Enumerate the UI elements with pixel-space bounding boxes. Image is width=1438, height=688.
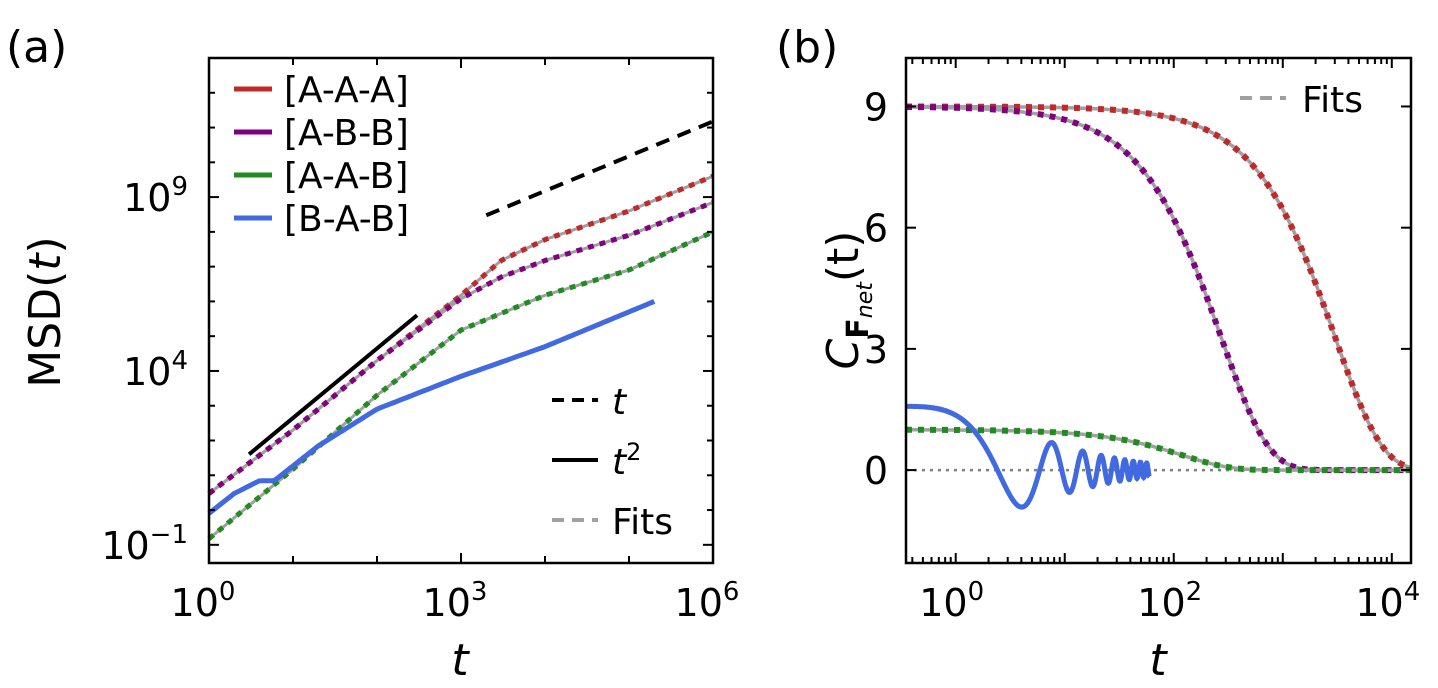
x-axis-label-b: t [1149,635,1168,686]
data-line-b-b-a-b [906,403,1152,510]
x-tick-label-b: 100 [919,577,984,625]
legend2-label-a-2: Fits [612,502,673,543]
legend-b: Fits [1240,80,1363,121]
data-line-a-b-a-b [207,299,656,516]
fit-line-a-a-a-b [208,230,714,540]
data-line-b-a-a-a [906,103,1412,471]
data-line-a-a-a-b [207,229,715,541]
x-tick-label-a: 100 [171,577,236,625]
legend-reference-a: t t2 Fits [552,382,673,543]
x-tick-label-b: 104 [1355,577,1420,625]
legend-a: [A-A-A][A-B-B][A-A-B][B-A-B] [234,70,409,240]
y-tick-label-a: 10−1 [101,520,188,568]
series-b-a-a-b [906,426,1411,474]
axes-frame-b [904,56,1413,565]
y-tick-label-b: 9 [864,85,888,129]
legend2-label-a-1: t2 [612,438,641,483]
y-tick-label-b: 3 [864,328,888,372]
panel-label-a: (a) [6,22,67,73]
chart-panel-a: 100 103 106 10−1 104 109 t MSD(t) [A-A-A][A-B… [20,56,740,686]
chart-panel-b: 100 102 104 0 3 6 9 t CFnet(t) Fits [818,56,1420,686]
y-axis-label-a: MSD(t) [20,236,71,387]
y-tick-label-a: 104 [123,346,188,394]
legend-label-a-b-a-b: [B-A-B] [284,199,409,240]
legend2-label-a-0: t [612,382,628,423]
ticks-a: 100 103 106 10−1 104 109 [101,57,740,625]
fit-line-a-a-b-b [208,201,714,495]
series-a-b-a-b [207,299,656,516]
legend-label-a-a-b-b: [A-B-B] [284,113,409,154]
x-tick-label-a: 106 [675,577,740,625]
series-a-a-b-b [207,200,714,496]
legend-label-a-a-a-b: [A-A-B] [284,156,408,197]
panel-label-b: (b) [776,22,838,73]
reference-line-t [485,119,714,218]
x-axis-label-a: t [451,635,470,686]
data-line-b-a-b-b [906,104,1411,474]
ticks-b: 100 102 104 0 3 6 9 [864,58,1420,625]
y-axis-label-b: CFnet(t) [818,231,878,370]
x-tick-label-a: 103 [423,577,488,625]
data-line-b-a-a-b [906,426,1411,474]
series-b-a-b-b [906,104,1411,474]
x-tick-label-b: 102 [1137,577,1202,625]
fit-line-b-a-b-b [906,105,1411,472]
legend-label-b-fits: Fits [1302,80,1363,121]
y-tick-label-b: 0 [864,449,888,493]
series-b-a-a-a [906,103,1412,471]
legend-label-a-a-a-a: [A-A-A] [284,70,409,111]
y-tick-label-a: 109 [123,172,188,220]
y-tick-label-b: 6 [864,207,888,251]
series-a-a-a-b [207,229,715,541]
fit-line-b-a-a-a [906,104,1412,470]
plot-area-a [207,119,715,541]
series-b-b-a-b [906,403,1152,510]
plot-area-b [906,103,1412,510]
reference-line-t-squared [247,313,419,456]
